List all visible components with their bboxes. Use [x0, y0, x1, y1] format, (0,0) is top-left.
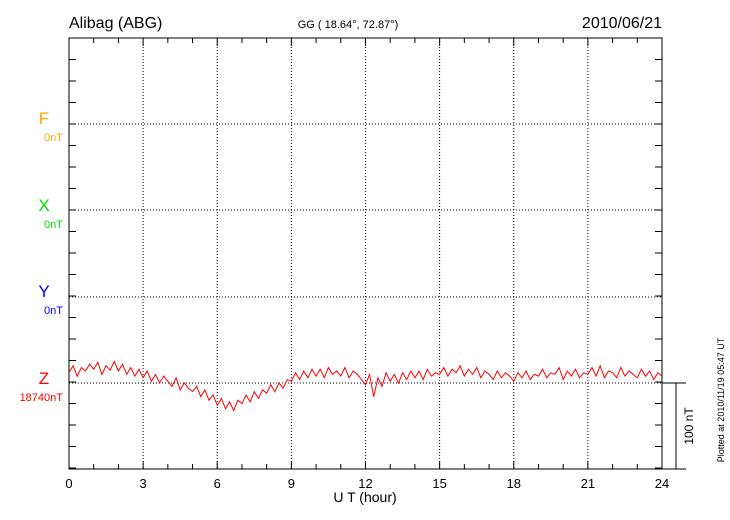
plot-frame [68, 37, 663, 470]
component-baseline-f: 0nT [44, 132, 63, 144]
x-tick-label: 15 [432, 476, 446, 491]
coordinates-subtitle: GG ( 18.64°, 72.87°) [298, 19, 399, 31]
component-baseline-y: 0nT [44, 305, 63, 317]
x-tick-label: 21 [581, 476, 595, 491]
x-tick-label: 24 [655, 476, 669, 491]
x-tick-label: 6 [214, 476, 221, 491]
component-name-y: Y [38, 282, 49, 301]
x-tick-label: 3 [140, 476, 147, 491]
component-baseline-x: 0nT [44, 219, 63, 231]
component-baseline-z: 18740nT [20, 392, 64, 404]
scale-bar [662, 382, 686, 470]
x-tick-label: 0 [65, 476, 72, 491]
z-series-line [68, 360, 663, 412]
scale-label: 100 nT [682, 407, 696, 445]
x-axis-label: U T (hour) [333, 489, 396, 505]
date-label: 2010/06/21 [582, 15, 662, 32]
component-name-z: Z [39, 369, 49, 388]
station-title: Alibag (ABG) [69, 15, 162, 32]
plotted-note: Plotted at 2010/11/19 05:47 UT [716, 337, 726, 462]
x-tick-label: 18 [507, 476, 521, 491]
component-name-f: F [39, 109, 49, 128]
x-tick-label: 12 [358, 476, 372, 491]
grid [68, 38, 663, 469]
x-tick-label: 9 [288, 476, 295, 491]
component-name-x: X [38, 196, 49, 215]
